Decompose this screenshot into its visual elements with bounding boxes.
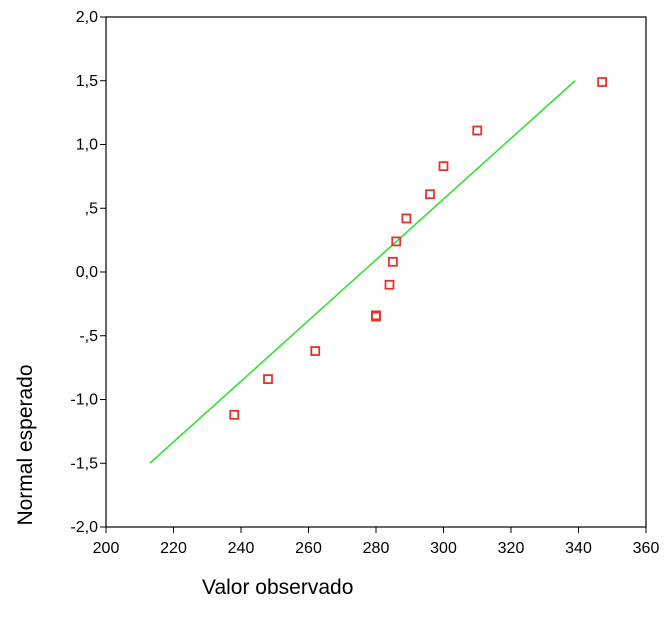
x-tick-label: 320 [498, 540, 525, 557]
y-tick-label: -1,5 [70, 455, 98, 472]
y-tick-label: 1,0 [76, 137, 98, 154]
y-tick-label: 2,0 [76, 9, 98, 26]
x-tick-label: 240 [228, 540, 255, 557]
data-point-marker [310, 346, 321, 356]
reference-line [149, 80, 576, 464]
x-axis: 200 220 240 260 280 300 320 340 360 [93, 527, 660, 557]
data-point-marker [597, 77, 608, 87]
y-axis: 2,0 1,5 1,0 ,5 0,0 -,5 -1,0 -1,5 -2,0 [70, 9, 106, 536]
data-point-marker [401, 213, 412, 224]
data-point-marker [263, 374, 273, 385]
data-point-marker [438, 161, 449, 172]
plot-frame [105, 16, 647, 528]
y-tick-label: 1,5 [76, 73, 98, 90]
y-tick-label: -1,0 [70, 392, 98, 409]
x-axis-title: Valor observado [202, 576, 353, 599]
y-axis-title: Normal esperado [14, 364, 37, 525]
x-tick-label: 260 [295, 540, 322, 557]
data-points [229, 77, 608, 420]
x-tick-label: 280 [363, 540, 390, 557]
data-point-marker [472, 125, 483, 136]
data-point-marker [391, 236, 402, 247]
data-point-marker [229, 409, 240, 420]
y-tick-label: -,5 [79, 328, 98, 345]
y-tick-label: -2,0 [70, 519, 98, 536]
expected-normal-line [149, 80, 576, 464]
y-tick-label: ,5 [85, 200, 98, 217]
plot-border [105, 16, 647, 528]
x-tick-label: 200 [93, 540, 120, 557]
x-tick-label: 220 [160, 540, 187, 557]
data-point-marker [371, 311, 381, 322]
data-point-marker [387, 256, 398, 267]
x-tick-label: 340 [565, 540, 592, 557]
x-tick-label: 360 [633, 540, 660, 557]
x-tick-label: 300 [430, 540, 457, 557]
data-point-marker [384, 279, 395, 290]
y-tick-label: 0,0 [76, 264, 98, 281]
data-point-marker [425, 189, 435, 200]
